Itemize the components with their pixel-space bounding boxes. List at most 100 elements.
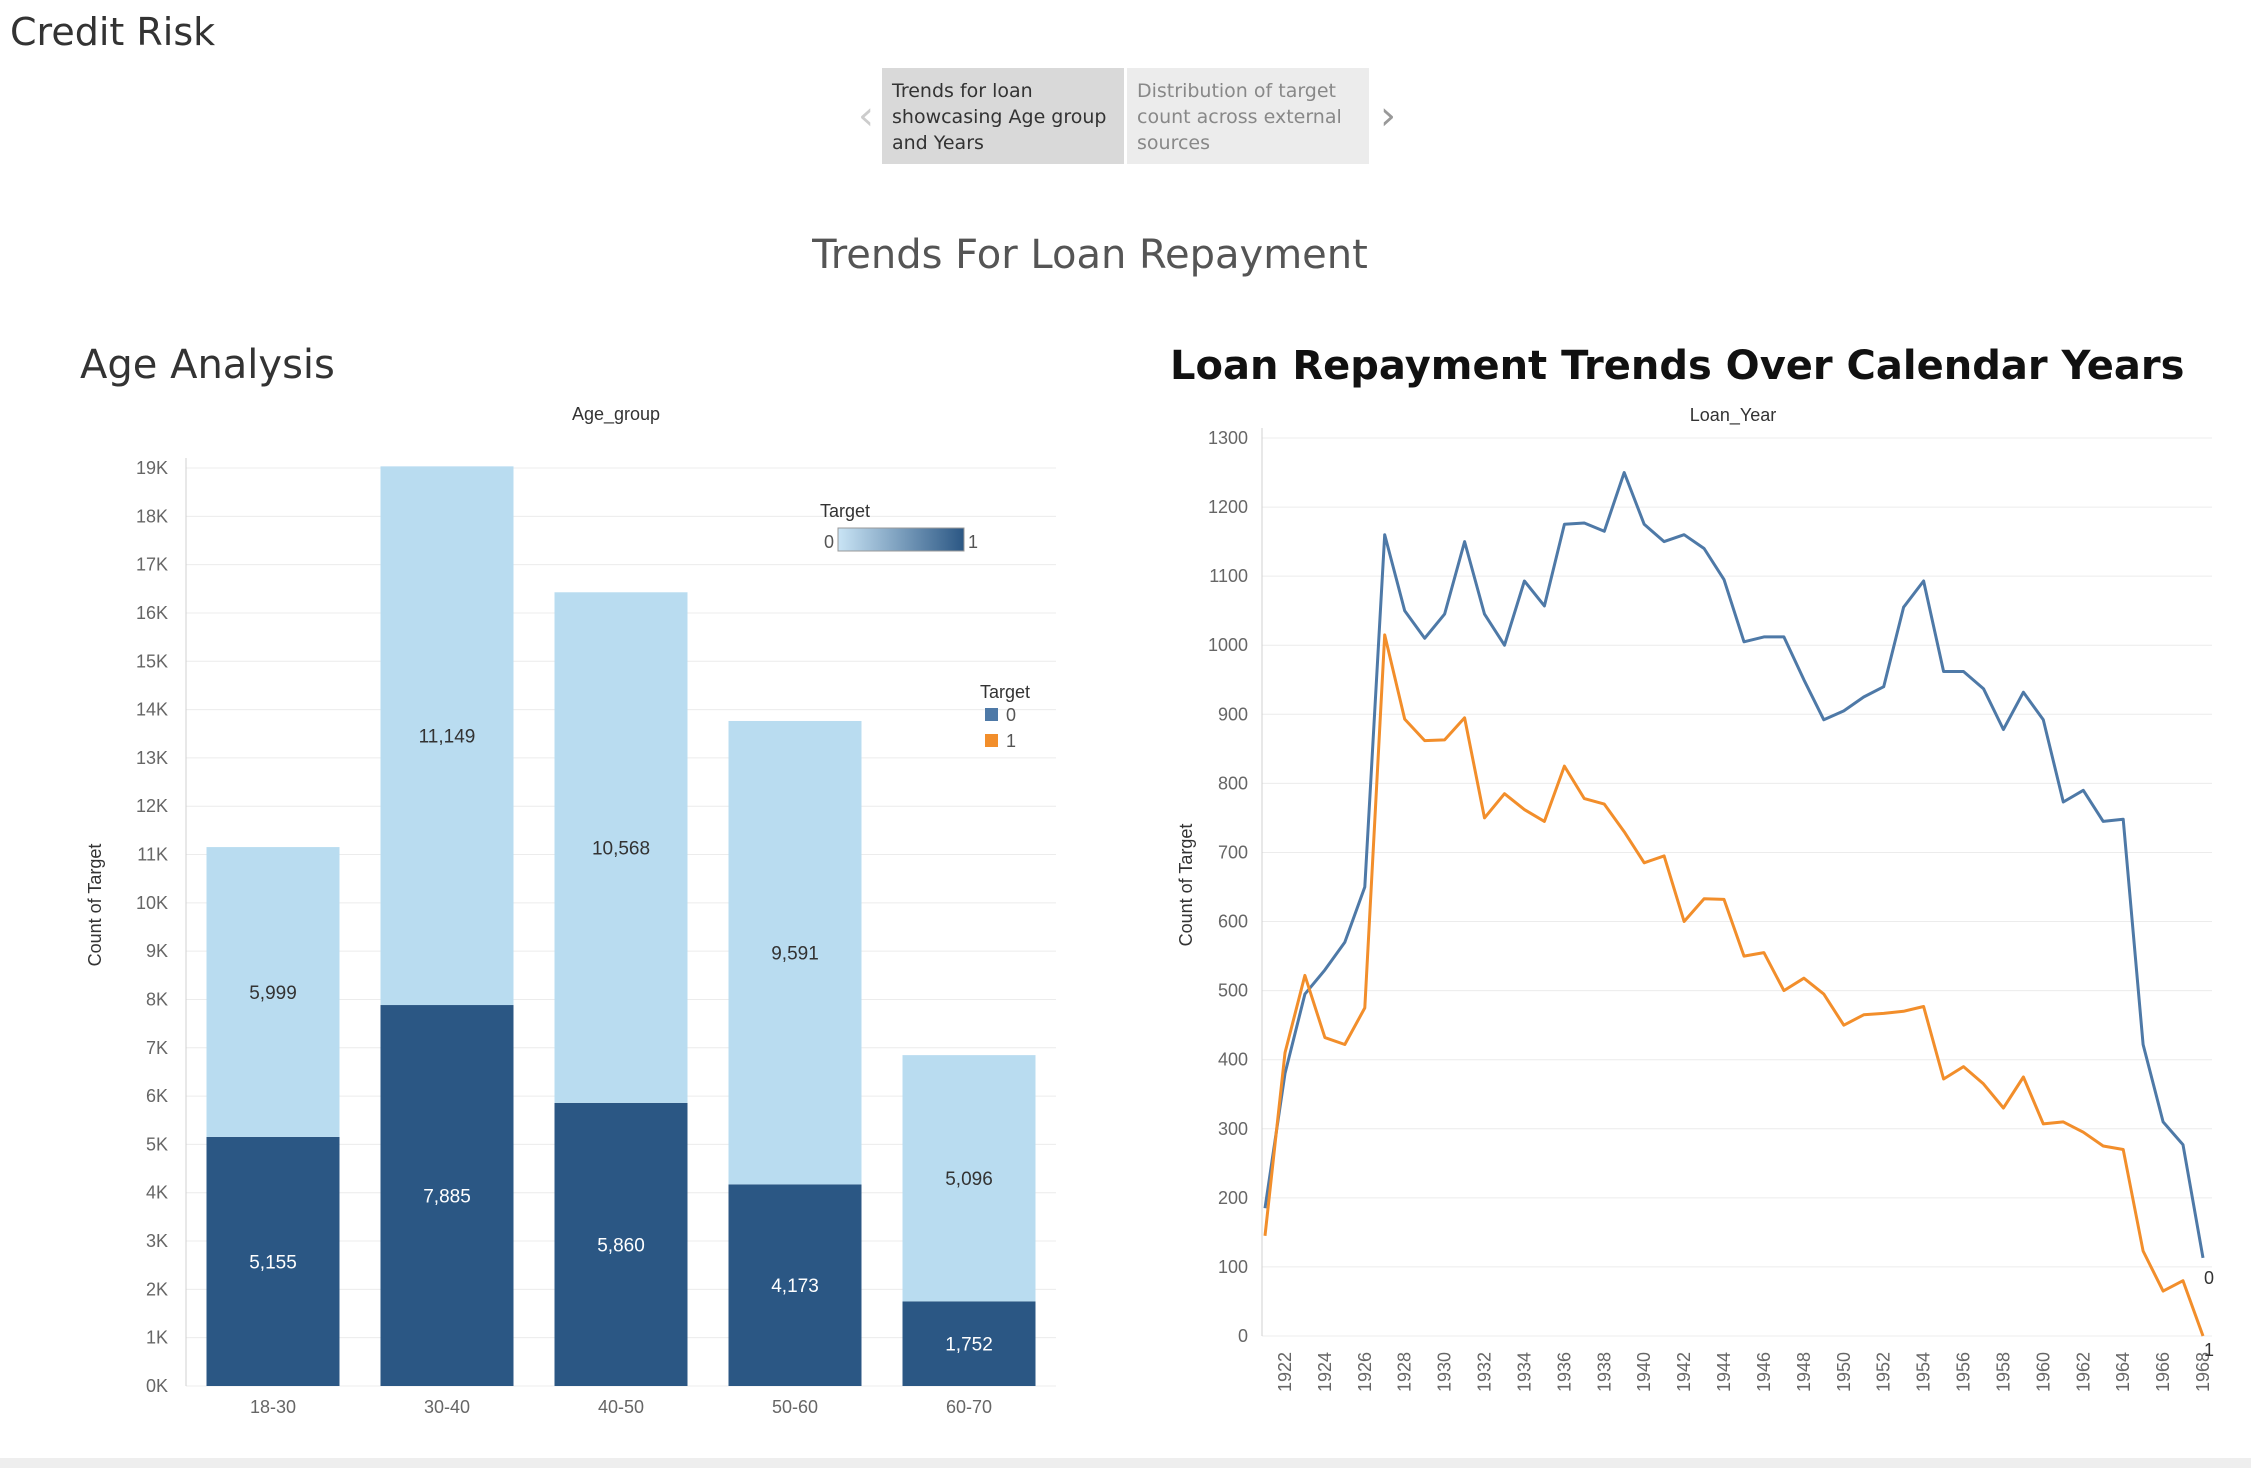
story-point-age-years[interactable]: Trends for loan showcasing Age group and…: [882, 68, 1124, 164]
loan-x-tick: 1958: [1993, 1352, 2013, 1392]
bar-segment-target-1[interactable]: [902, 1301, 1036, 1386]
app-title: Credit Risk: [10, 10, 216, 54]
age-y-tick: 7K: [146, 1038, 168, 1058]
age-y-tick: 17K: [136, 555, 168, 575]
age-y-tick: 13K: [136, 748, 168, 768]
loan-x-tick: 1926: [1355, 1352, 1375, 1392]
loan-y-tick: 400: [1218, 1050, 1248, 1070]
bar-segment-target-1[interactable]: [728, 1184, 862, 1386]
chevron-right-icon[interactable]: ›: [1380, 93, 1396, 139]
loan-y-tick: 1200: [1208, 497, 1248, 517]
loan-x-tick: 1968: [2193, 1352, 2213, 1392]
loan-x-tick: 1928: [1395, 1352, 1415, 1392]
age-x-tick: 60-70: [946, 1397, 992, 1417]
loan-x-axis-label: Loan_Year: [1690, 405, 1776, 426]
loan-x-tick: 1936: [1554, 1352, 1574, 1392]
bar-label-target-1: 5,860: [597, 1235, 645, 1256]
loan-x-tick: 1934: [1514, 1352, 1534, 1392]
series-legend-label-0: 0: [1006, 705, 1016, 725]
loan-x-tick: 1966: [2153, 1352, 2173, 1392]
bar-label-target-1: 1,752: [945, 1335, 993, 1356]
age-y-tick: 19K: [136, 458, 168, 478]
bar-segment-target-0[interactable]: [902, 1055, 1036, 1302]
bar-label-target-0: 11,149: [419, 727, 476, 748]
loan-x-tick: 1960: [2033, 1352, 2053, 1392]
loan-y-tick: 1000: [1208, 635, 1248, 655]
age-y-tick: 6K: [146, 1086, 168, 1106]
bar-label-target-1: 4,173: [771, 1276, 819, 1297]
age-y-tick: 3K: [146, 1231, 168, 1251]
bar-label-target-0: 10,568: [592, 839, 650, 860]
loan-y-tick: 900: [1218, 704, 1248, 724]
loan-line-chart: 0 100 200 300 400 500 600 700 800 900 1000 1100 1200…: [1176, 405, 2214, 1392]
loan-y-tick: 800: [1218, 773, 1248, 793]
loan-y-axis-label: Count of Target: [1176, 824, 1196, 947]
loan-x-tick: 1946: [1754, 1352, 1774, 1392]
bar-segment-target-0[interactable]: [206, 847, 340, 1137]
age-y-tick: 4K: [146, 1183, 168, 1203]
age-bar-chart: 0K1K2K3K4K5K6K7K8K9K10K11K12K13K14K15K16…: [85, 404, 1056, 1417]
age-y-tick: 9K: [146, 941, 168, 961]
color-legend-max: 1: [968, 532, 978, 552]
bar-label-target-0: 5,999: [249, 983, 297, 1004]
loan-x-tick: 1950: [1834, 1352, 1854, 1392]
loan-x-tick: 1964: [2113, 1352, 2133, 1392]
loan-y-tick: 300: [1218, 1119, 1248, 1139]
story-point-external-sources[interactable]: Distribution of target count across exte…: [1127, 68, 1369, 164]
loan-x-tick: 1942: [1674, 1352, 1694, 1392]
bar-segment-target-0[interactable]: [728, 720, 862, 1185]
age-y-tick: 0K: [146, 1376, 168, 1396]
age-x-tick: 40-50: [598, 1397, 644, 1417]
chevron-left-icon[interactable]: ‹: [858, 93, 874, 139]
series-legend-swatch-1: [985, 734, 998, 747]
bar-segment-target-1[interactable]: [380, 1005, 514, 1386]
age-y-tick: 14K: [136, 700, 168, 720]
age-x-axis-label: Age_group: [572, 404, 660, 425]
loan-y-tick: 100: [1218, 1257, 1248, 1277]
age-chart-title: Age Analysis: [80, 342, 335, 388]
age-y-tick: 18K: [136, 506, 168, 526]
bar-segment-target-1[interactable]: [206, 1136, 340, 1386]
loan-x-tick: 1922: [1275, 1352, 1295, 1392]
loan-y-tick: 1300: [1208, 428, 1248, 448]
loan-y-tick: 500: [1218, 981, 1248, 1001]
age-y-tick: 8K: [146, 989, 168, 1009]
bar-segment-target-0[interactable]: [380, 466, 514, 1006]
loan-chart-title: Loan Repayment Trends Over Calendar Year…: [1170, 343, 2185, 389]
bar-segment-target-1[interactable]: [554, 1102, 688, 1386]
bar-label-target-0: 9,591: [771, 944, 819, 965]
loan-x-tick: 1932: [1475, 1352, 1495, 1392]
loan-y-tick: 0: [1238, 1326, 1248, 1346]
line-series-target-1[interactable]: [1263, 633, 2205, 1337]
bottom-scroll-strip: [0, 1458, 2251, 1468]
loan-x-tick: 1938: [1594, 1352, 1614, 1392]
bar-label-target-1: 7,885: [423, 1187, 471, 1208]
bar-label-target-1: 5,155: [249, 1252, 297, 1273]
series-legend-swatch-0: [985, 708, 998, 721]
age-x-tick: 18-30: [250, 1397, 296, 1417]
series-legend-title: Target: [980, 682, 1030, 702]
age-x-tick: 30-40: [424, 1397, 470, 1417]
line-end-label-0: 0: [2204, 1268, 2214, 1288]
age-y-axis-label: Count of Target: [85, 844, 105, 967]
line-end-label-1: 1: [2204, 1340, 2214, 1360]
color-legend-title: Target: [820, 501, 870, 521]
age-y-tick: 16K: [136, 603, 168, 623]
story-navigator: ‹ Trends for loan showcasing Age group a…: [850, 68, 1404, 164]
series-legend-label-1: 1: [1006, 731, 1016, 751]
bar-segment-target-0[interactable]: [554, 592, 688, 1103]
loan-x-tick: 1956: [1954, 1352, 1974, 1392]
age-y-tick: 10K: [136, 893, 168, 913]
loan-y-tick: 200: [1218, 1188, 1248, 1208]
age-y-tick: 15K: [136, 651, 168, 671]
loan-x-tick: 1924: [1315, 1352, 1335, 1392]
loan-y-tick: 600: [1218, 912, 1248, 932]
loan-x-tick: 1940: [1634, 1352, 1654, 1392]
age-y-tick: 11K: [137, 845, 168, 865]
line-series-target-0[interactable]: [1263, 471, 2205, 1259]
bar-label-target-0: 5,096: [945, 1169, 993, 1190]
color-legend-gradient: [837, 527, 965, 552]
color-legend-min: 0: [824, 532, 834, 552]
loan-x-tick: 1944: [1714, 1352, 1734, 1392]
age-x-tick: 50-60: [772, 1397, 818, 1417]
